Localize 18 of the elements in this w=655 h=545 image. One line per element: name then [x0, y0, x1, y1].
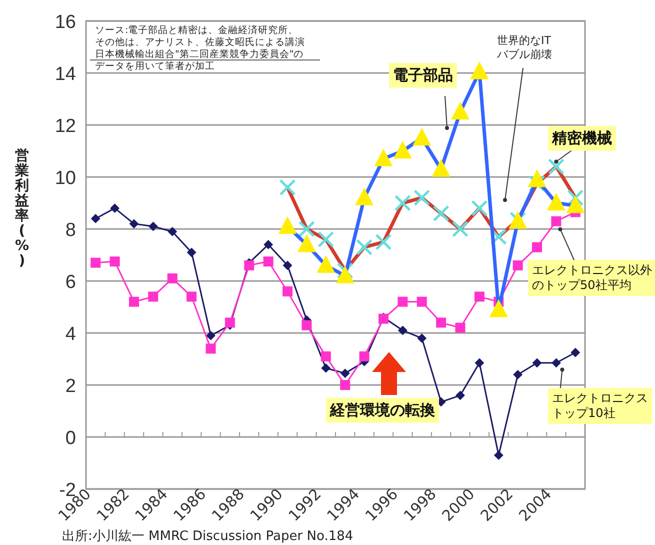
- series-label: 精密機械: [551, 129, 612, 147]
- y-tick-label: 2: [65, 376, 76, 397]
- series-label: エレクトロニクス以外のトップ50社平均: [532, 263, 652, 292]
- annotation: ソース:電子部品と精密は、金融経済研究所、その他は、アナリスト、佐藤文昭氏による講演日本機械輸出組合"第二回産業競争力委員会"のデータを用いて筆者が加工: [95, 24, 305, 72]
- y-tick-label: 14: [54, 64, 76, 85]
- y-tick-label: 6: [65, 272, 76, 293]
- y-tick-label: 16: [54, 12, 76, 33]
- y-axis-title: 営業利益率(%): [14, 148, 30, 269]
- y-tick-label: 0: [65, 428, 76, 449]
- annotation: 世界的なITバブル崩壊: [496, 34, 552, 61]
- series-label: 電子部品: [393, 66, 453, 84]
- y-tick-label: 4: [65, 324, 76, 345]
- y-tick-label: 10: [54, 168, 76, 189]
- y-tick-label: 8: [65, 220, 76, 241]
- text: 出所:小川紘一 MMRC Discussion Paper No.184: [62, 529, 354, 544]
- text: エレクトロニクストップ10社: [552, 391, 648, 420]
- y-tick-label: 12: [54, 116, 76, 137]
- annotation: 経営環境の転換: [329, 401, 436, 419]
